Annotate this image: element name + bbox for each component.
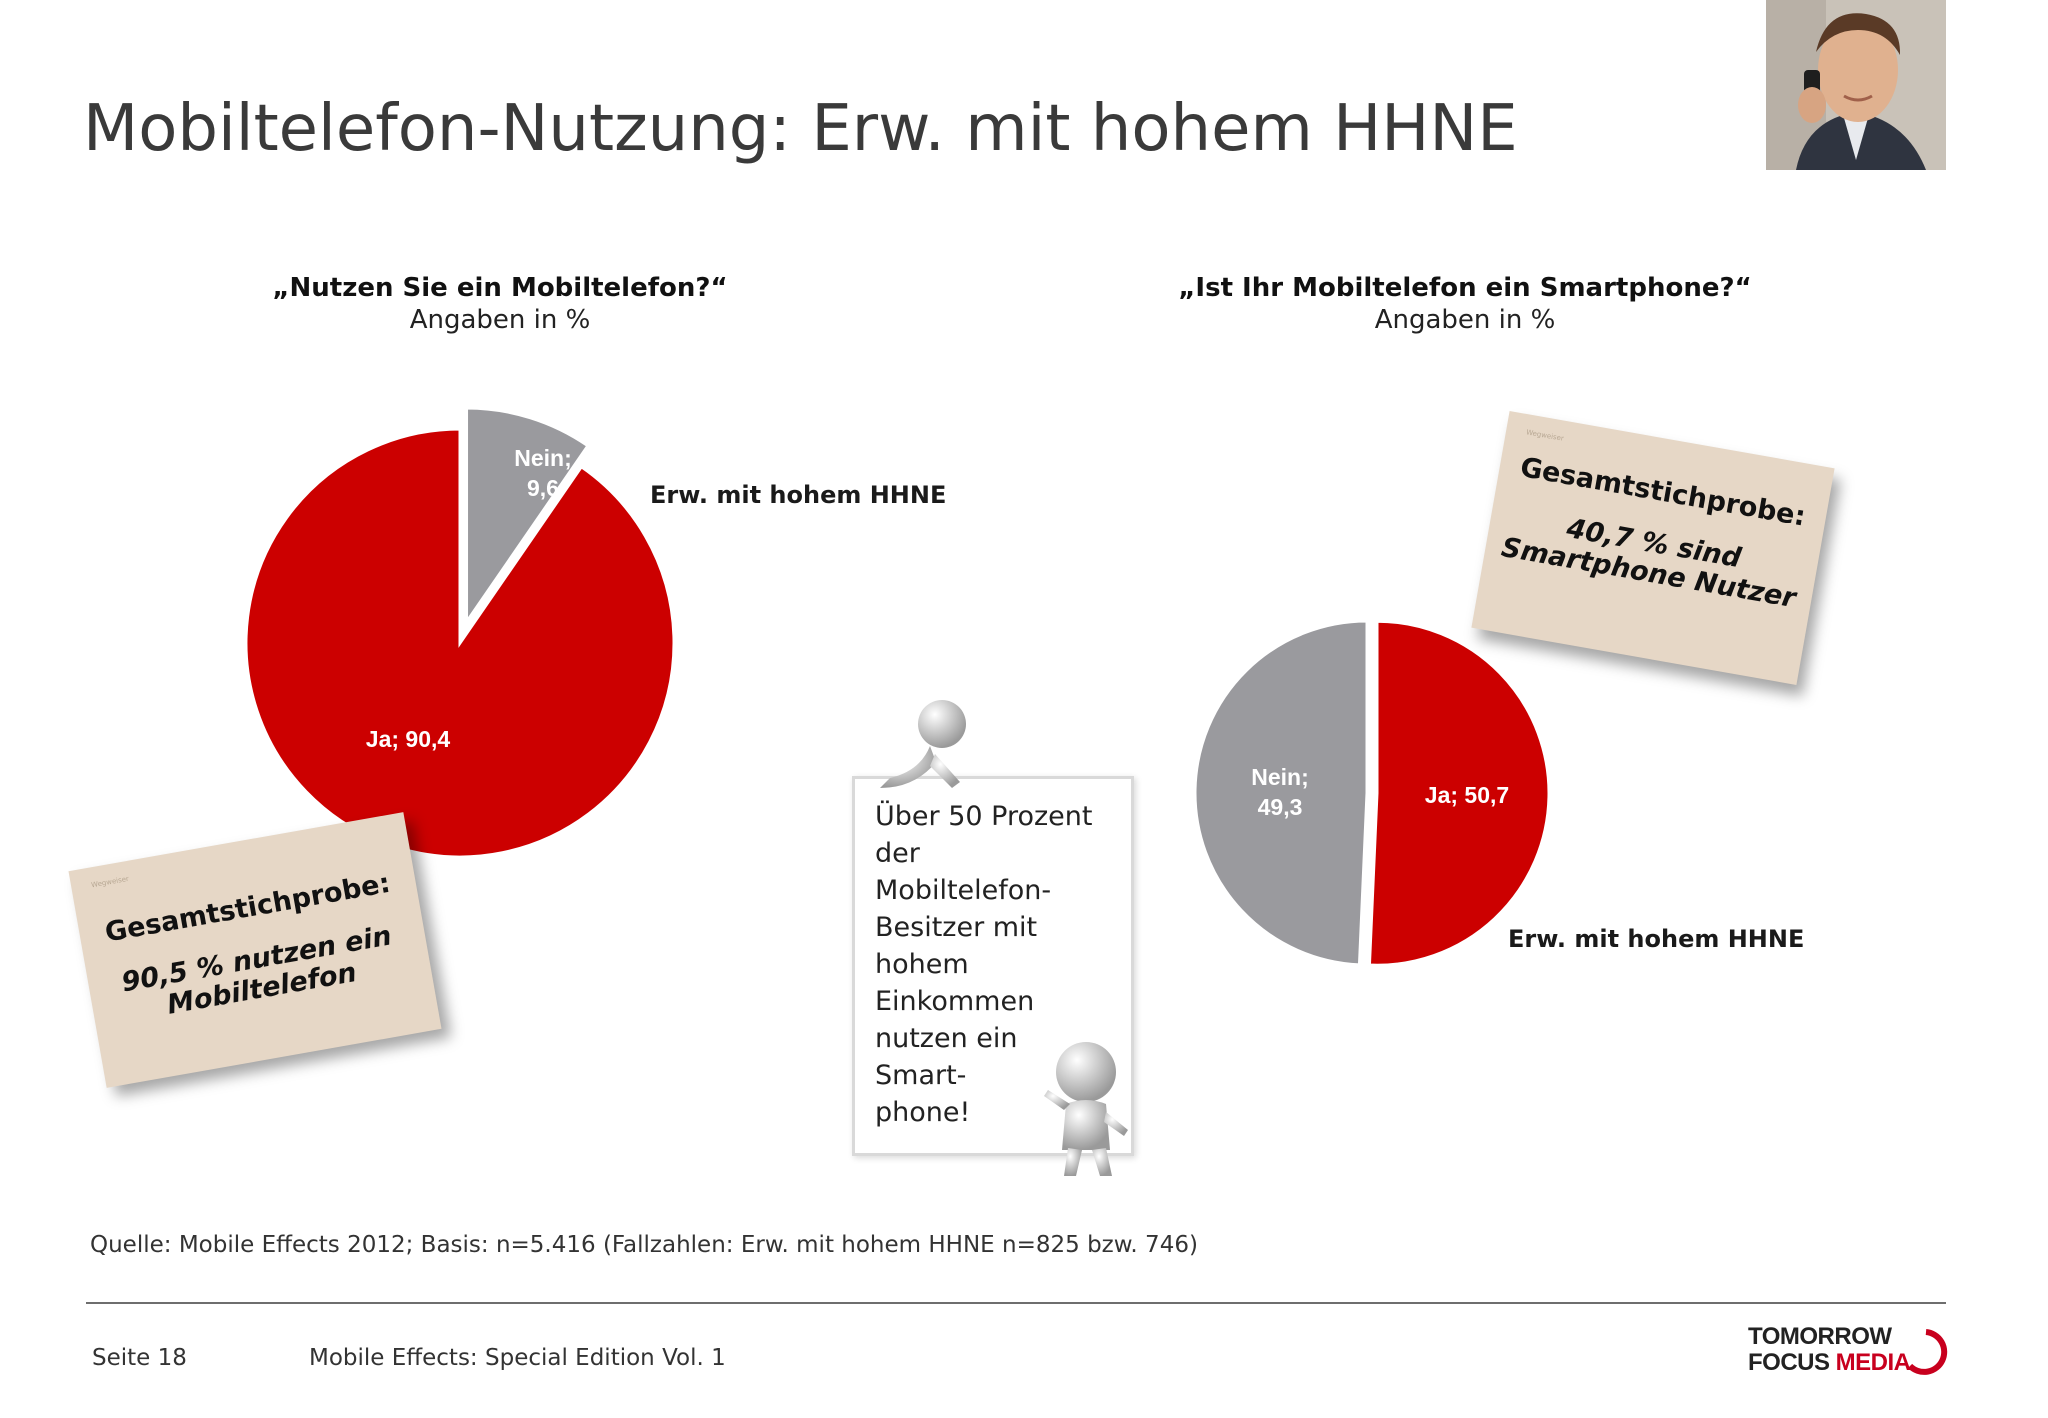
chart-2-label-ja: Ja; 50,7 <box>1425 782 1509 808</box>
figure-top-icon <box>880 700 966 788</box>
chart-1-label-ja: Ja; 90,4 <box>366 726 451 752</box>
logo-line-2b: MEDIA <box>1835 1349 1911 1376</box>
chart-1-subtitle: Angaben in % <box>409 305 591 335</box>
chart-2-slice-nein <box>1193 619 1369 967</box>
logo-line-2a: FOCUS <box>1748 1349 1830 1376</box>
chart-1-header: „Nutzen Sie ein Mobiltelefon?“ Angaben i… <box>200 272 800 336</box>
board-line: hohem <box>875 949 969 980</box>
logo-ring-icon <box>1907 1329 1948 1375</box>
edition-label: Mobile Effects: Special Edition Vol. 1 <box>309 1345 726 1371</box>
board-line: nutzen ein <box>875 1023 1018 1054</box>
chart-1-slice-nein <box>465 406 591 627</box>
chart-1-label-nein-2: 9,6 <box>527 475 559 501</box>
board-line: Smart- <box>875 1060 967 1091</box>
footer-divider <box>86 1302 1946 1304</box>
chart-2-title: „Ist Ihr Mobiltelefon ein Smartphone?“ <box>1178 273 1752 303</box>
logo-line-1: TOMORROW <box>1748 1323 1892 1350</box>
board-line: Über 50 Prozent <box>875 801 1093 832</box>
chart-1-series-label: Erw. mit hohem HHNE <box>650 481 947 509</box>
chart-2-header: „Ist Ihr Mobiltelefon ein Smartphone?“ A… <box>1165 272 1765 336</box>
figure-bottom-icon <box>1044 1042 1128 1176</box>
chart-1-label-nein-1: Nein; <box>514 445 572 471</box>
chart-2-slice-ja <box>1367 619 1551 967</box>
board-line: Mobiltelefon- <box>875 875 1052 906</box>
board-line: phone! <box>875 1097 971 1128</box>
board-line: Einkommen <box>875 986 1035 1017</box>
chart-2-label-nein-2: 49,3 <box>1258 794 1303 820</box>
chart-1-title: „Nutzen Sie ein Mobiltelefon?“ <box>272 273 728 303</box>
page-number: Seite 18 <box>92 1345 187 1371</box>
board-message: Über 50 Prozent der Mobiltelefon- Besitzer … <box>875 798 1115 1131</box>
chart-2-subtitle: Angaben in % <box>1374 305 1556 335</box>
page-title: Mobiltelefon-Nutzung: Erw. mit hohem HHN… <box>83 92 1518 166</box>
man-on-phone-photo <box>1766 0 1946 170</box>
board-line: Besitzer mit <box>875 912 1038 943</box>
board-line: der <box>875 838 920 869</box>
tomorrow-focus-media-logo: TOMORROW FOCUS MEDIA <box>1748 1324 1948 1380</box>
source-note: Quelle: Mobile Effects 2012; Basis: n=5.… <box>90 1232 1198 1258</box>
chart-2-label-nein-1: Nein; <box>1251 764 1309 790</box>
chart-2-series-label: Erw. mit hohem HHNE <box>1508 925 1805 953</box>
